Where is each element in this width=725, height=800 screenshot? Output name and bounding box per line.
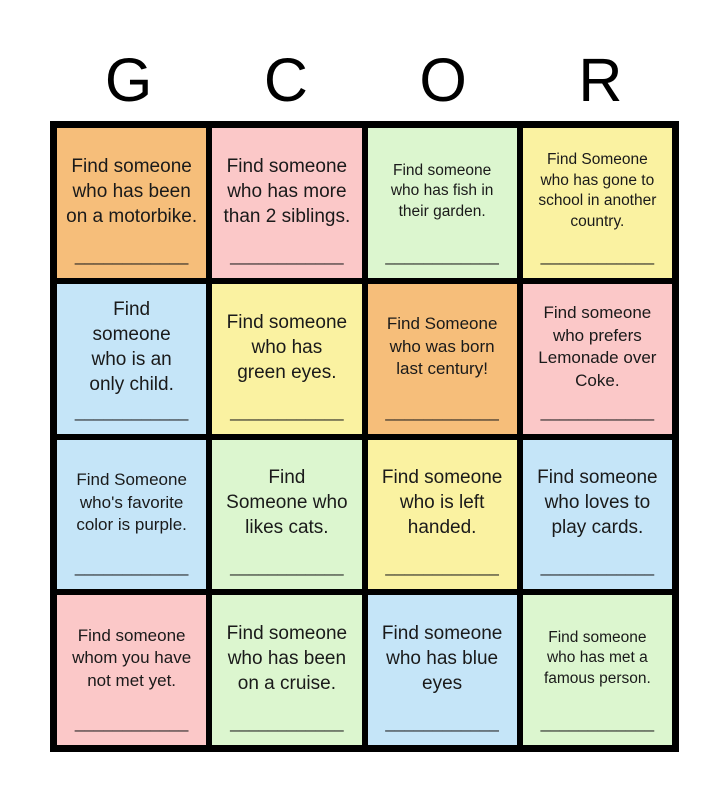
bingo-cell[interactable]: Find someone whom you have not met yet. _… [57, 595, 207, 745]
answer-blank-line: ____________ [540, 245, 655, 265]
answer-blank-line: ____________ [540, 713, 655, 732]
answer-blank-line: ____________ [74, 401, 189, 421]
bingo-cell[interactable]: Find someone who has met a famous person… [522, 595, 672, 745]
answer-blank-line: ____________ [230, 245, 344, 265]
bingo-cell[interactable]: Find Someone who's favorite color is pur… [57, 439, 207, 590]
bingo-cell[interactable]: Find Someone who has gone to school in a… [522, 128, 672, 278]
bingo-cell[interactable]: Find someone who has fish in their garde… [367, 128, 517, 278]
cell-prompt: Find someone who is an only child. [89, 298, 174, 396]
cell-prompt: Find Someone who's favorite color is pur… [76, 470, 187, 535]
bingo-cell[interactable]: Find someone who has green eyes. ________… [212, 283, 362, 434]
answer-blank-line: ____________ [540, 557, 655, 577]
cell-prompt: Find someone who has been on a motorbike… [66, 155, 198, 227]
cell-prompt: Find someone who has green eyes. [226, 311, 348, 383]
cell-prompt: Find someone who has fish in their garde… [390, 161, 494, 220]
bingo-cell[interactable]: Find someone who prefers Lemonade over C… [522, 283, 672, 434]
answer-blank-line: ____________ [230, 557, 344, 577]
answer-blank-line: ____________ [385, 245, 499, 265]
bingo-cell[interactable]: Find someone who has been on a motorbike… [57, 128, 207, 278]
answer-blank-line: ____________ [385, 713, 499, 732]
answer-blank-line: ____________ [385, 557, 499, 577]
cell-prompt: Find someone who prefers Lemonade over C… [538, 303, 657, 390]
answer-blank-line: ____________ [230, 713, 344, 732]
answer-blank-line: ____________ [230, 401, 344, 421]
bingo-cell[interactable]: Find someone who is left handed. ________… [367, 439, 517, 590]
bingo-cell[interactable]: Find Someone who likes cats. ____________ [212, 439, 362, 590]
header-letter: C [263, 46, 308, 114]
header-letter: O [419, 46, 467, 114]
answer-blank-line: ____________ [74, 557, 189, 577]
cell-prompt: Find someone who has blue eyes [381, 623, 503, 695]
cell-prompt: Find someone who is left handed. [381, 467, 503, 539]
cell-prompt: Find Someone who has gone to school in a… [538, 151, 657, 230]
answer-blank-line: ____________ [540, 401, 655, 421]
bingo-cell[interactable]: Find someone who has been on a cruise. __… [212, 595, 362, 745]
cell-prompt: Find Someone who likes cats. [226, 467, 348, 539]
cell-prompt: Find someone who has more than 2 sibling… [223, 155, 351, 227]
bingo-cell[interactable]: Find someone who has blue eyes __________… [367, 595, 517, 745]
bingo-cell[interactable]: Find someone who has more than 2 sibling… [212, 128, 362, 278]
header-letter: R [578, 46, 623, 114]
cell-prompt: Find Someone who was born last century! [386, 314, 498, 379]
answer-blank-line: ____________ [385, 401, 499, 421]
bingo-cell[interactable]: Find Someone who was born last century! _… [367, 283, 517, 434]
cell-prompt: Find someone who has met a famous person… [543, 628, 651, 687]
header-letter: G [104, 46, 153, 114]
bingo-cell[interactable]: Find someone who is an only child. ______… [57, 283, 207, 434]
answer-blank-line: ____________ [74, 713, 189, 732]
answer-blank-line: ____________ [74, 245, 189, 265]
cell-prompt: Find someone who loves to play cards. [537, 467, 658, 539]
cell-prompt: Find someone who has been on a cruise. [226, 623, 348, 695]
bingo-grid: Find someone who has been on a motorbike… [50, 121, 679, 752]
bingo-cell[interactable]: Find someone who loves to play cards. ___… [522, 439, 672, 590]
cell-prompt: Find someone whom you have not met yet. [72, 625, 192, 690]
